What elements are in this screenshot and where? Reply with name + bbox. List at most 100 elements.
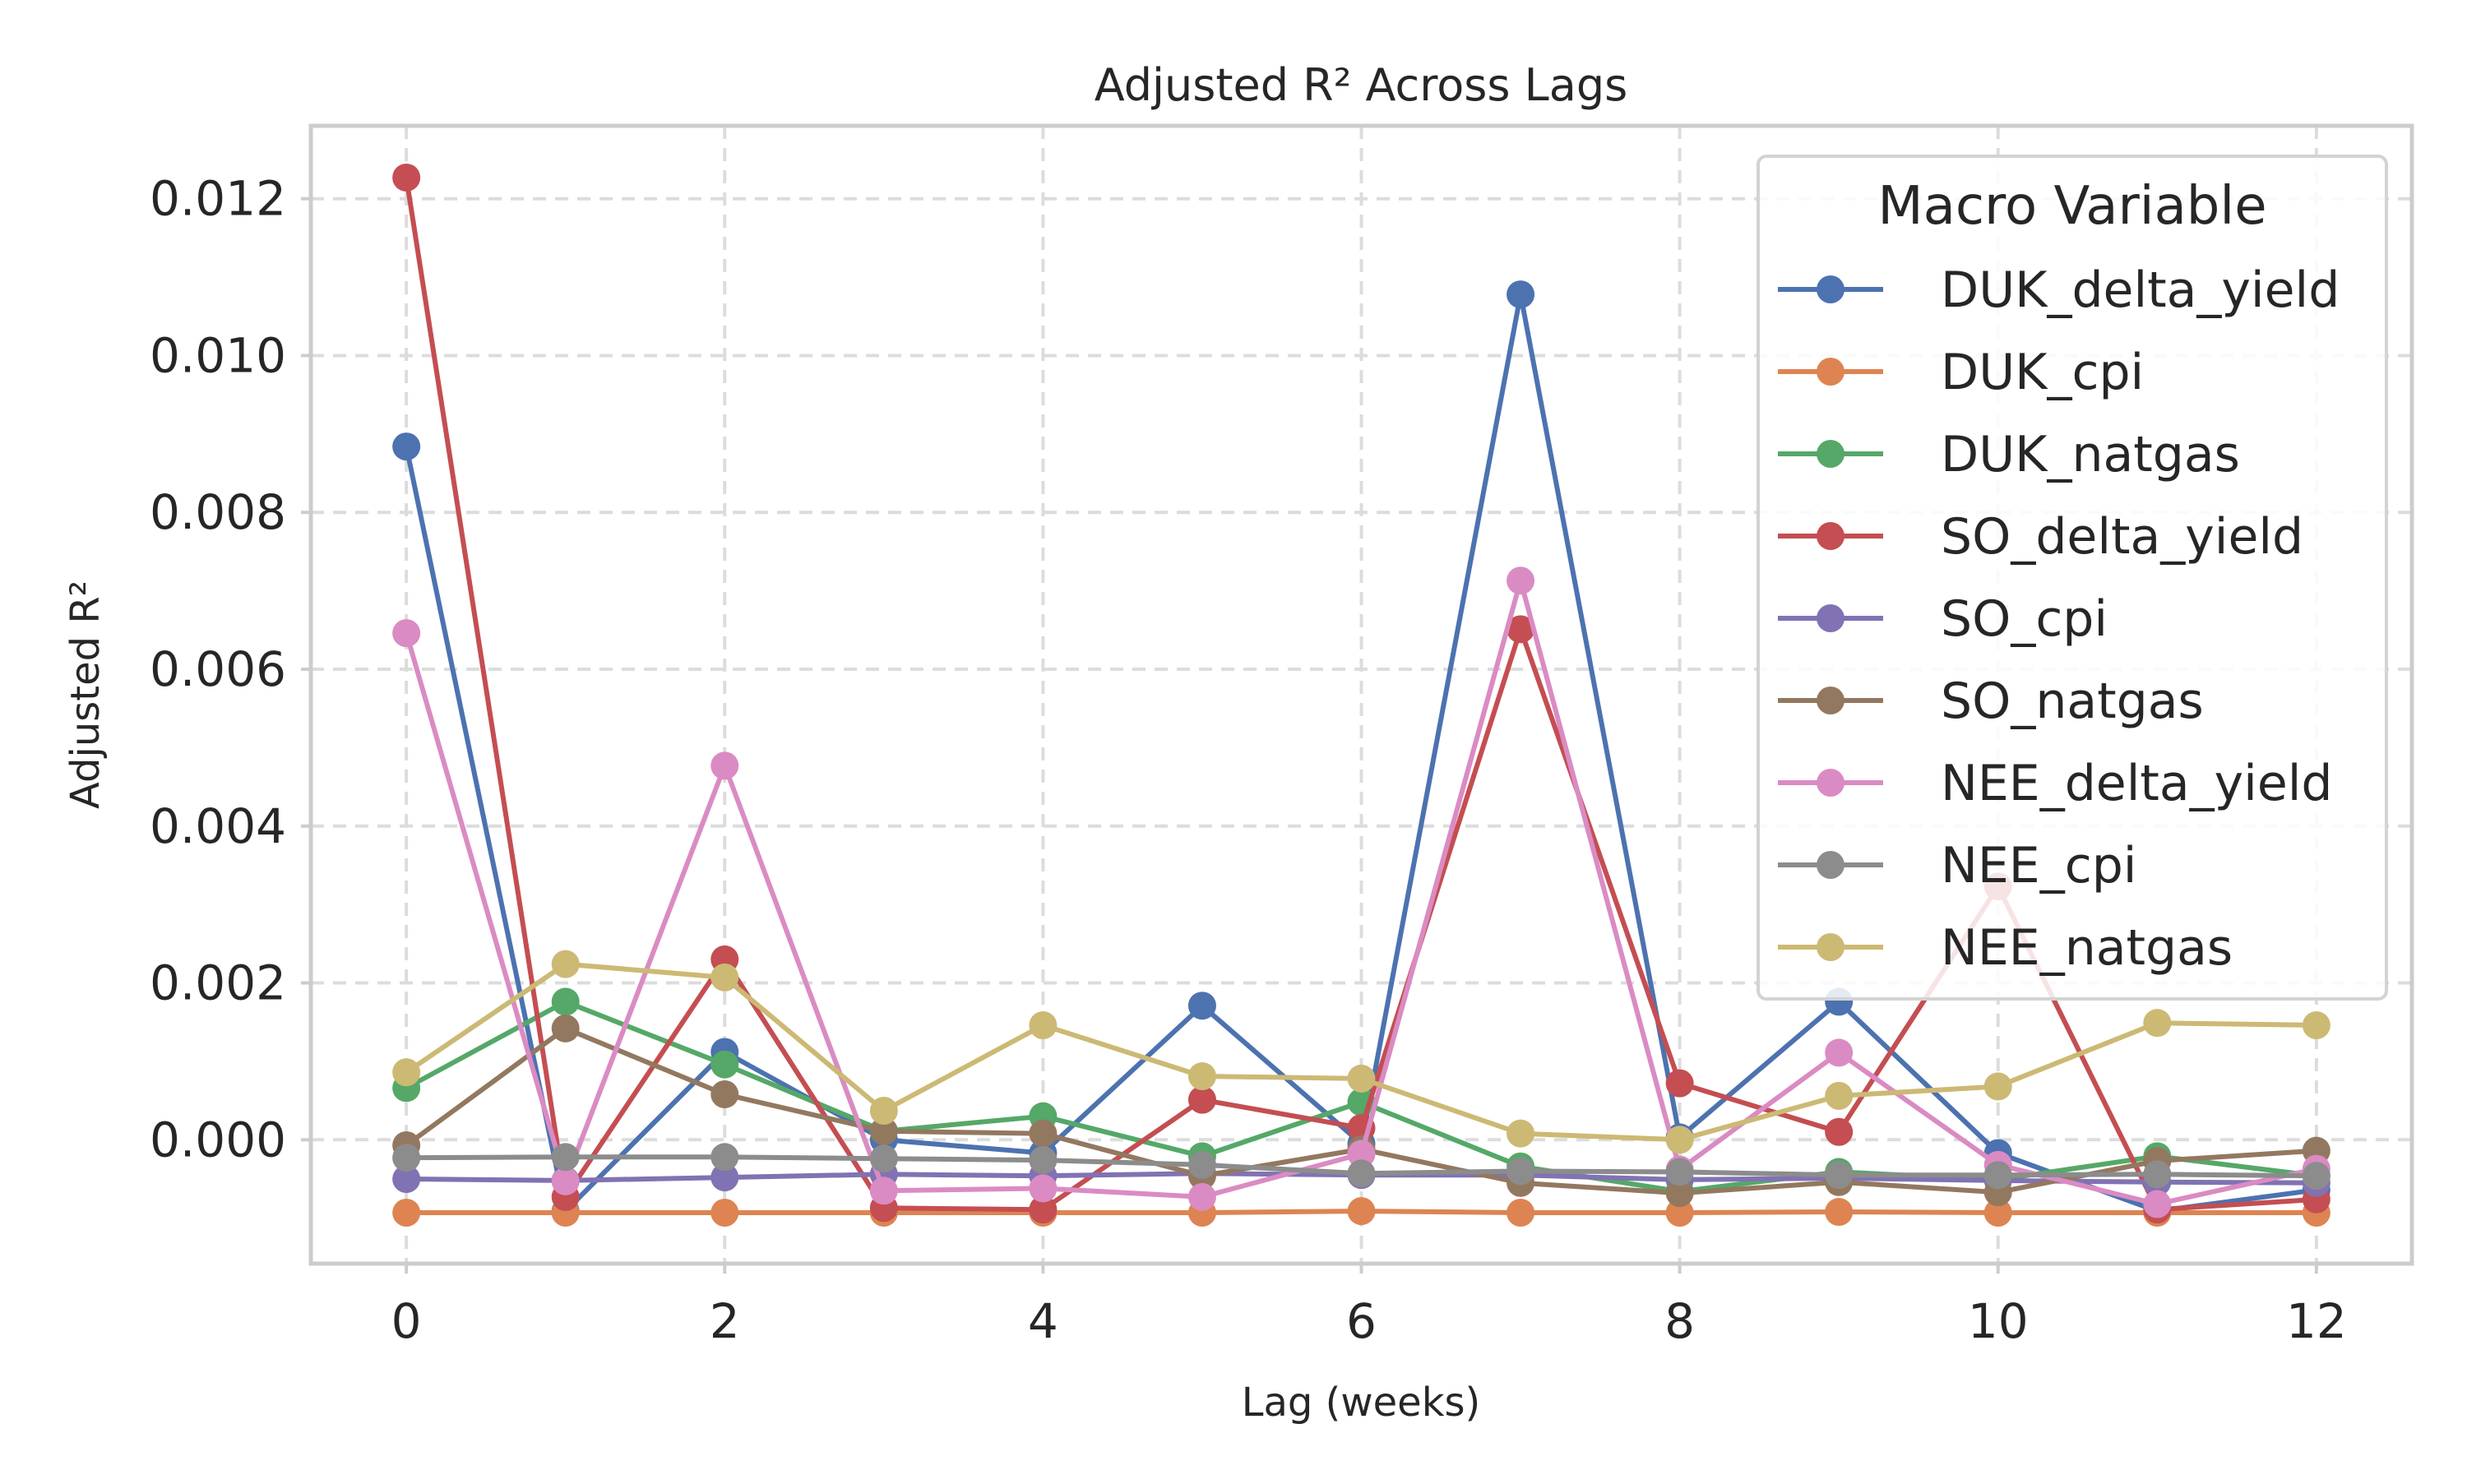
data-point xyxy=(1825,1081,1854,1110)
legend-label: NEE_natgas xyxy=(1941,919,2233,977)
legend-entry: NEE_delta_yield xyxy=(1778,755,2333,812)
legend-marker xyxy=(1817,275,1844,303)
data-point xyxy=(1825,1161,1854,1190)
data-point xyxy=(710,1163,739,1192)
data-point xyxy=(710,751,739,780)
data-point xyxy=(392,1164,421,1193)
data-point xyxy=(392,432,421,461)
data-point xyxy=(551,1167,580,1195)
ticks: 0 2 4 6 8 10 12 0.000 0.002 0.004 0.006 0.008 0.010 0… xyxy=(150,171,2347,1349)
data-point xyxy=(2143,1160,2172,1189)
data-point xyxy=(1825,1117,1854,1146)
legend-label: DUK_natgas xyxy=(1941,426,2240,483)
data-point xyxy=(392,1199,421,1227)
data-point xyxy=(1187,1182,1216,1211)
legend-entry: SO_cpi xyxy=(1778,590,2108,648)
data-point xyxy=(1347,1159,1376,1188)
legend-label: DUK_cpi xyxy=(1941,344,2144,401)
series-nee-natgas xyxy=(392,950,2330,1154)
data-point xyxy=(1187,992,1216,1020)
legend-label: SO_natgas xyxy=(1941,673,2204,730)
data-point xyxy=(392,1144,421,1172)
data-point xyxy=(1507,615,1535,644)
legend: Macro Variable DUK_delta_yield DUK_cpi DUK… xyxy=(1757,155,2388,1001)
legend-box xyxy=(1757,155,2388,1001)
data-point xyxy=(1507,1119,1535,1148)
legend-marker xyxy=(1817,604,1844,632)
legend-label: NEE_delta_yield xyxy=(1941,755,2333,812)
data-point xyxy=(1825,1038,1854,1067)
data-point xyxy=(1665,1126,1694,1154)
data-point xyxy=(1347,1140,1376,1168)
data-point xyxy=(1507,1199,1535,1227)
legend-marker xyxy=(1817,358,1844,386)
data-point xyxy=(1347,1197,1376,1226)
x-tick-label: 0 xyxy=(391,1293,422,1349)
data-point xyxy=(2143,1190,2172,1218)
data-point xyxy=(1507,566,1535,595)
legend-marker xyxy=(1817,769,1844,797)
data-point xyxy=(1029,1011,1058,1040)
data-point xyxy=(1983,1161,2012,1190)
legend-entry: SO_delta_yield xyxy=(1778,508,2303,566)
data-point xyxy=(1507,1157,1535,1186)
data-point xyxy=(1029,1146,1058,1175)
data-point xyxy=(1029,1119,1058,1148)
legend-entry: NEE_natgas xyxy=(1778,919,2233,977)
data-point xyxy=(869,1177,898,1205)
data-point xyxy=(551,1143,580,1172)
data-point xyxy=(392,619,421,648)
data-point xyxy=(710,1079,739,1108)
legend-marker xyxy=(1817,933,1844,961)
y-tick-label: 0.006 xyxy=(150,641,286,697)
y-tick-label: 0.002 xyxy=(150,955,286,1011)
data-point xyxy=(1029,1195,1058,1224)
data-point xyxy=(1507,280,1535,309)
legend-label: SO_delta_yield xyxy=(1941,508,2303,566)
data-point xyxy=(1665,1069,1694,1098)
data-point xyxy=(392,163,421,192)
legend-label: SO_cpi xyxy=(1941,590,2108,648)
data-point xyxy=(1983,1199,2012,1227)
data-point xyxy=(1665,1158,1694,1186)
data-point xyxy=(551,950,580,978)
legend-label: NEE_cpi xyxy=(1941,837,2136,895)
legend-marker xyxy=(1817,687,1844,714)
legend-entry: SO_natgas xyxy=(1778,673,2204,730)
data-point xyxy=(710,1050,739,1079)
data-point xyxy=(2143,1009,2172,1038)
data-point xyxy=(392,1058,421,1087)
data-point xyxy=(1665,1199,1694,1227)
legend-entry: DUK_delta_yield xyxy=(1778,261,2340,319)
data-point xyxy=(1983,1072,2012,1101)
data-point xyxy=(1347,1064,1376,1093)
data-point xyxy=(1825,1198,1854,1227)
legend-label: DUK_delta_yield xyxy=(1941,261,2340,319)
y-axis-label: Adjusted R² xyxy=(62,580,109,809)
legend-entry: DUK_cpi xyxy=(1778,344,2144,401)
data-point xyxy=(710,1143,739,1172)
series-nee-cpi xyxy=(392,1143,2330,1190)
series-layer xyxy=(392,163,2330,1227)
data-point xyxy=(1665,1179,1694,1208)
x-tick-label: 2 xyxy=(710,1293,740,1349)
x-tick-label: 6 xyxy=(1346,1293,1377,1349)
x-tick-label: 8 xyxy=(1664,1293,1695,1349)
data-point xyxy=(551,987,580,1016)
y-tick-label: 0.000 xyxy=(150,1112,286,1167)
data-point xyxy=(1187,1085,1216,1114)
data-point xyxy=(869,1144,898,1173)
legend-entry: NEE_cpi xyxy=(1778,837,2136,895)
y-tick-label: 0.012 xyxy=(150,171,286,227)
data-point xyxy=(1029,1174,1058,1203)
data-point xyxy=(869,1116,898,1145)
x-tick-label: 12 xyxy=(2286,1293,2347,1349)
legend-marker xyxy=(1817,851,1844,879)
data-point xyxy=(551,1014,580,1042)
data-point xyxy=(1187,1150,1216,1179)
chart-title: Adjusted R² Across Lags xyxy=(1095,59,1628,111)
legend-marker xyxy=(1817,522,1844,550)
legend-title: Macro Variable xyxy=(1877,176,2266,237)
